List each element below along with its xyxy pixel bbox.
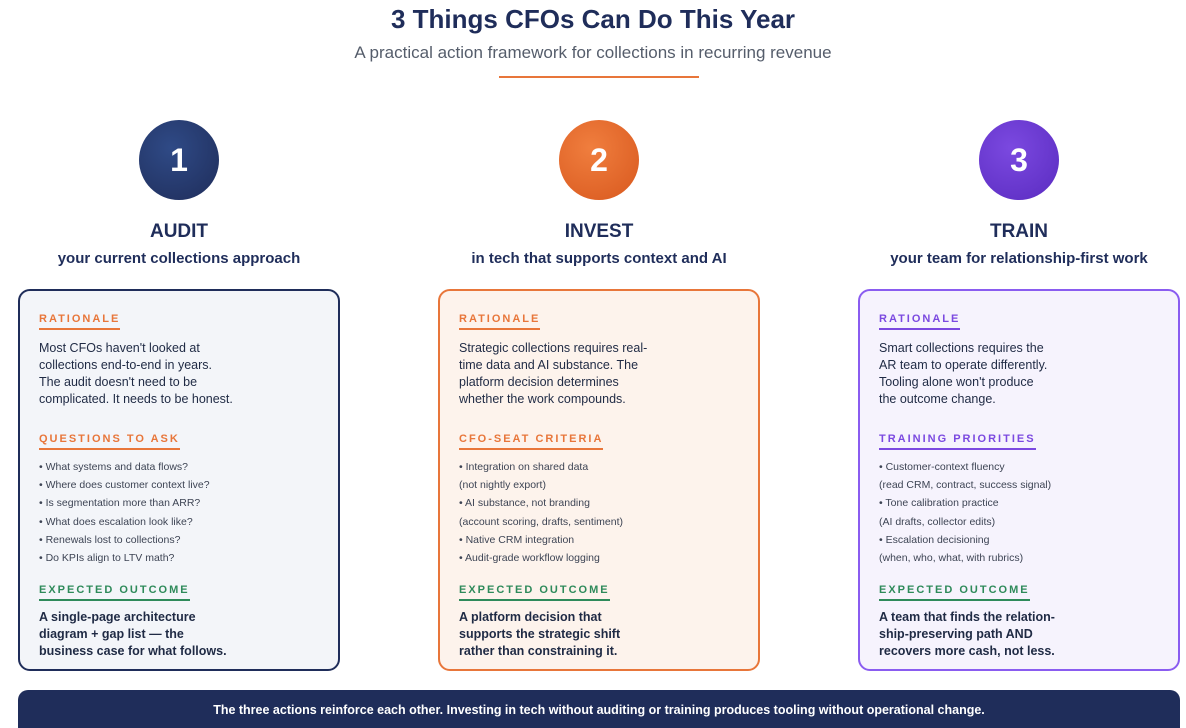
list-item: (when, who, what, with rubrics): [879, 552, 1024, 565]
step-heading: INVEST: [564, 221, 634, 242]
criteria-list: • Integration on shared data (not nightl…: [459, 458, 739, 567]
rationale-line: the outcome change.: [879, 392, 996, 406]
rationale-line: The audit doesn't need to be: [39, 375, 198, 389]
priorities-list: • Customer-context fluency (read CRM, co…: [879, 458, 1159, 567]
list-item: • Renewals lost to collections?: [39, 533, 181, 546]
column-invest: 2 INVEST in tech that supports context a…: [438, 0, 760, 690]
rationale-line: collections end-to-end in years.: [39, 358, 213, 372]
title-divider: [499, 76, 699, 78]
list-label: TRAINING PRIORITIES: [879, 433, 1036, 450]
list-item: • Do KPIs align to LTV math?: [39, 552, 175, 565]
list-label: QUESTIONS TO ASK: [39, 433, 180, 450]
outcome-label: EXPECTED OUTCOME: [879, 584, 1030, 601]
step-number-badge: 3: [979, 120, 1059, 200]
list-item: • Tone calibration practice: [879, 497, 999, 510]
rationale-text: Most CFOs haven't looked at collections …: [39, 340, 319, 408]
rationale-label: RATIONALE: [39, 313, 121, 330]
outcome-line: ship-preserving path AND: [879, 627, 1033, 641]
rationale-line: Strategic collections requires real-: [459, 341, 648, 355]
list-item: (account scoring, drafts, sentiment): [459, 515, 623, 528]
list-label: CFO-SEAT CRITERIA: [459, 433, 604, 450]
rationale-line: platform decision determines: [459, 375, 619, 389]
outcome-line: A single-page architecture: [39, 610, 196, 624]
list-item: (not nightly export): [459, 479, 546, 492]
list-item: • What systems and data flows?: [39, 461, 188, 473]
list-item: • Integration on shared data: [459, 461, 589, 473]
step-card: RATIONALE Strategic collections requires…: [438, 289, 760, 671]
list-item: • Is segmentation more than ARR?: [39, 497, 201, 510]
rationale-line: whether the work compounds.: [459, 392, 626, 406]
column-audit: 1 AUDIT your current collections approac…: [18, 0, 340, 690]
page-title: 3 Things CFOs Can Do This Year: [390, 4, 796, 34]
list-item: • Audit-grade workflow logging: [459, 552, 600, 565]
step-subheading: your current collections approach: [57, 250, 301, 267]
rationale-line: Smart collections requires the: [879, 341, 1044, 355]
rationale-line: Most CFOs haven't looked at: [39, 341, 200, 355]
outcome-line: rather than constraining it.: [459, 644, 618, 658]
step-subheading: your team for relationship-first work: [890, 250, 1148, 267]
outcome-label: EXPECTED OUTCOME: [459, 584, 610, 601]
step-number-badge: 2: [559, 120, 639, 200]
outcome-line: A platform decision that: [459, 610, 602, 624]
rationale-label: RATIONALE: [879, 313, 961, 330]
list-item: (read CRM, contract, success signal): [879, 479, 1052, 492]
outcome-line: business case for what follows.: [39, 644, 227, 658]
rationale-line: complicated. It needs to be honest.: [39, 392, 233, 406]
outcome-text: A team that finds the relation- ship-pre…: [879, 609, 1159, 660]
list-item: • Where does customer context live?: [39, 479, 210, 492]
outcome-line: supports the strategic shift: [459, 627, 621, 641]
outcome-label: EXPECTED OUTCOME: [39, 584, 190, 601]
outcome-text: A platform decision that supports the st…: [459, 609, 739, 660]
rationale-text: Strategic collections requires real- tim…: [459, 340, 739, 408]
list-item: • AI substance, not branding: [459, 497, 590, 510]
page-subtitle: A practical action framework for collect…: [354, 43, 832, 62]
step-number-badge: 1: [139, 120, 219, 200]
step-heading: TRAIN: [989, 221, 1049, 242]
list-item: • Customer-context fluency: [879, 461, 1005, 473]
step-subheading: in tech that supports context and AI: [471, 250, 727, 267]
step-card: RATIONALE Smart collections requires the…: [858, 289, 1180, 671]
step-card: RATIONALE Most CFOs haven't looked at co…: [18, 289, 340, 671]
rationale-label: RATIONALE: [459, 313, 541, 330]
outcome-line: recovers more cash, not less.: [879, 644, 1055, 658]
outcome-line: diagram + gap list — the: [39, 627, 184, 641]
rationale-line: Tooling alone won't produce: [879, 375, 1034, 389]
outcome-line: A team that finds the relation-: [879, 610, 1055, 624]
rationale-line: AR team to operate differently.: [879, 358, 1048, 372]
column-train: 3 TRAIN your team for relationship-first…: [858, 0, 1180, 690]
summary-banner: The three actions reinforce each other. …: [18, 690, 1180, 728]
rationale-text: Smart collections requires the AR team t…: [879, 340, 1159, 408]
step-heading: AUDIT: [149, 221, 209, 242]
list-item: • Native CRM integration: [459, 533, 575, 546]
list-item: • Escalation decisioning: [879, 533, 990, 546]
questions-list: • What systems and data flows? • Where d…: [39, 458, 319, 567]
rationale-line: time data and AI substance. The: [459, 358, 639, 372]
list-item: • What does escalation look like?: [39, 515, 193, 528]
outcome-text: A single-page architecture diagram + gap…: [39, 609, 319, 660]
list-item: (AI drafts, collector edits): [879, 515, 996, 528]
